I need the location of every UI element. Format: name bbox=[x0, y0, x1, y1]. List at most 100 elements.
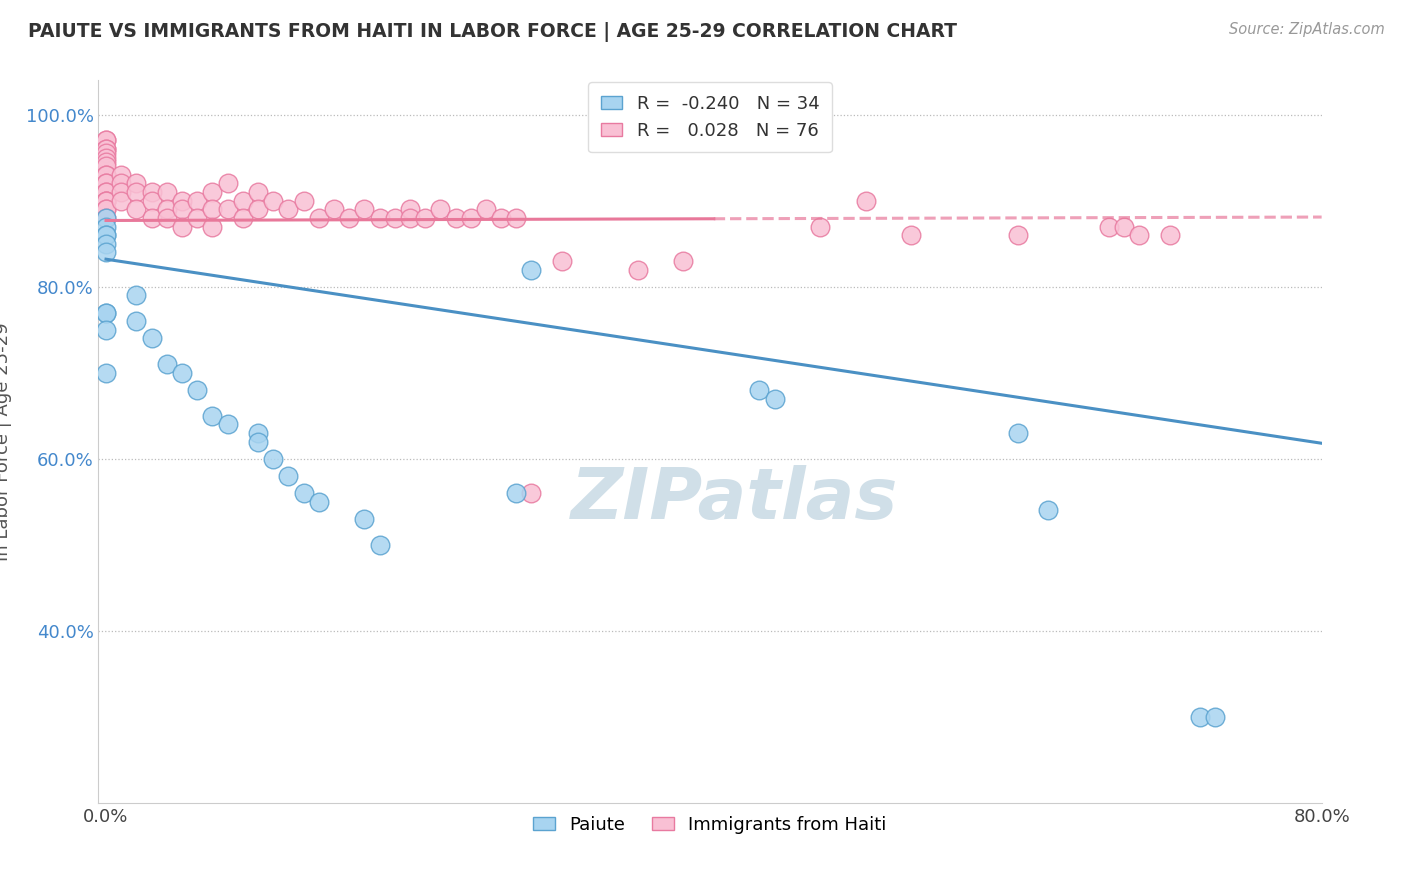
Point bbox=[141, 185, 163, 199]
Point bbox=[156, 357, 179, 371]
Point bbox=[94, 366, 117, 380]
Point bbox=[505, 211, 527, 225]
Point bbox=[1098, 219, 1121, 234]
Y-axis label: In Labor Force | Age 25-29: In Labor Force | Age 25-29 bbox=[0, 322, 11, 561]
Point bbox=[368, 538, 391, 552]
Point bbox=[94, 159, 117, 173]
Point bbox=[186, 211, 208, 225]
Point bbox=[141, 211, 163, 225]
Point bbox=[170, 366, 193, 380]
Point bbox=[94, 133, 117, 147]
Point bbox=[292, 194, 315, 208]
Point bbox=[1204, 710, 1226, 724]
Point bbox=[475, 202, 498, 217]
Point bbox=[94, 133, 117, 147]
Point bbox=[627, 262, 650, 277]
Point bbox=[900, 228, 922, 243]
Point bbox=[246, 425, 269, 440]
Point bbox=[277, 202, 299, 217]
Point bbox=[186, 194, 208, 208]
Point bbox=[748, 383, 770, 397]
Point bbox=[353, 202, 375, 217]
Point bbox=[308, 211, 330, 225]
Point bbox=[94, 202, 117, 217]
Point bbox=[399, 211, 422, 225]
Point bbox=[110, 185, 132, 199]
Point bbox=[94, 146, 117, 161]
Point bbox=[1128, 228, 1150, 243]
Point bbox=[763, 392, 786, 406]
Point bbox=[217, 417, 239, 432]
Point bbox=[125, 314, 148, 328]
Point bbox=[399, 202, 422, 217]
Point bbox=[94, 168, 117, 182]
Text: PAIUTE VS IMMIGRANTS FROM HAITI IN LABOR FORCE | AGE 25-29 CORRELATION CHART: PAIUTE VS IMMIGRANTS FROM HAITI IN LABOR… bbox=[28, 22, 957, 42]
Legend: Paiute, Immigrants from Haiti: Paiute, Immigrants from Haiti bbox=[526, 808, 894, 841]
Point bbox=[170, 219, 193, 234]
Point bbox=[94, 168, 117, 182]
Point bbox=[94, 305, 117, 319]
Point bbox=[94, 245, 117, 260]
Point bbox=[672, 254, 695, 268]
Text: Source: ZipAtlas.com: Source: ZipAtlas.com bbox=[1229, 22, 1385, 37]
Point bbox=[125, 185, 148, 199]
Point bbox=[384, 211, 406, 225]
Point bbox=[94, 211, 117, 225]
Point bbox=[292, 486, 315, 500]
Point bbox=[232, 211, 254, 225]
Point bbox=[94, 211, 117, 225]
Point bbox=[201, 202, 224, 217]
Point bbox=[94, 236, 117, 251]
Point bbox=[125, 202, 148, 217]
Point bbox=[94, 185, 117, 199]
Point bbox=[201, 219, 224, 234]
Point bbox=[505, 486, 527, 500]
Point bbox=[94, 305, 117, 319]
Point bbox=[1036, 503, 1059, 517]
Point bbox=[217, 177, 239, 191]
Point bbox=[125, 288, 148, 302]
Point bbox=[246, 202, 269, 217]
Point bbox=[94, 202, 117, 217]
Point bbox=[141, 331, 163, 345]
Point bbox=[170, 194, 193, 208]
Point bbox=[94, 323, 117, 337]
Point bbox=[186, 383, 208, 397]
Point bbox=[1114, 219, 1136, 234]
Point bbox=[156, 202, 179, 217]
Point bbox=[520, 486, 543, 500]
Point bbox=[246, 434, 269, 449]
Point bbox=[1159, 228, 1181, 243]
Point bbox=[460, 211, 482, 225]
Point bbox=[308, 494, 330, 508]
Point bbox=[94, 194, 117, 208]
Point bbox=[110, 194, 132, 208]
Point bbox=[156, 185, 179, 199]
Point bbox=[353, 512, 375, 526]
Point bbox=[94, 228, 117, 243]
Point bbox=[323, 202, 346, 217]
Point bbox=[444, 211, 467, 225]
Point bbox=[156, 211, 179, 225]
Point bbox=[808, 219, 831, 234]
Point bbox=[277, 469, 299, 483]
Point bbox=[1189, 710, 1212, 724]
Point bbox=[262, 194, 284, 208]
Point bbox=[94, 219, 117, 234]
Point bbox=[217, 202, 239, 217]
Point bbox=[94, 142, 117, 156]
Point bbox=[489, 211, 512, 225]
Point bbox=[262, 451, 284, 466]
Point bbox=[94, 155, 117, 169]
Point bbox=[201, 409, 224, 423]
Point bbox=[855, 194, 877, 208]
Point bbox=[232, 194, 254, 208]
Text: ZIPatlas: ZIPatlas bbox=[571, 465, 898, 533]
Point bbox=[413, 211, 436, 225]
Point bbox=[551, 254, 574, 268]
Point bbox=[94, 177, 117, 191]
Point bbox=[94, 194, 117, 208]
Point bbox=[94, 185, 117, 199]
Point bbox=[246, 185, 269, 199]
Point bbox=[368, 211, 391, 225]
